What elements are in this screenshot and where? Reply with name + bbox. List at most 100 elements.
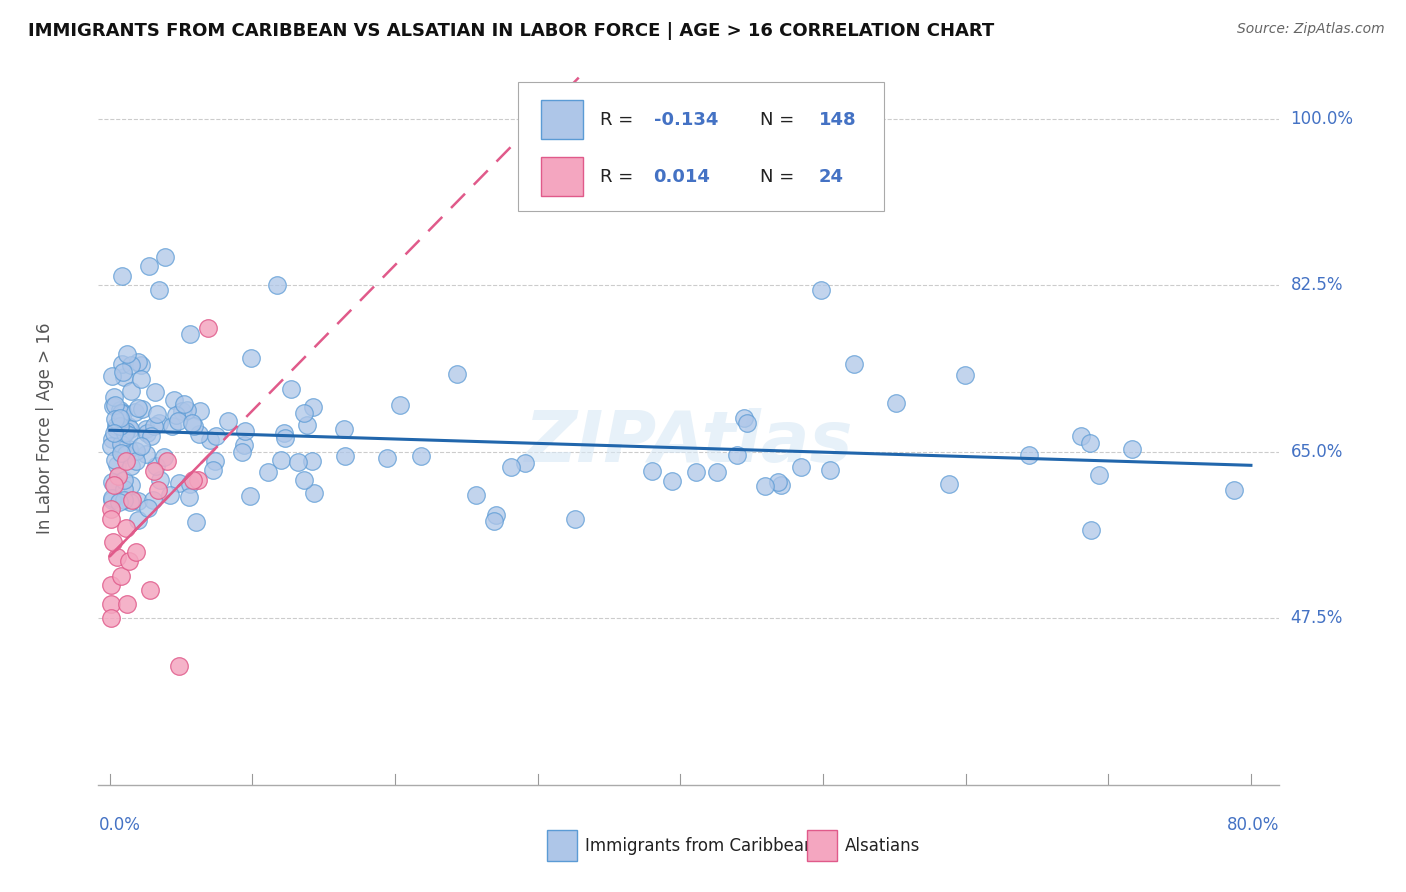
Point [181,474,204,488]
Point [100,578,122,592]
Point [155,454,177,468]
Point [105,422,128,436]
Point [153,250,176,264]
Point [101,535,124,549]
Point [104,475,127,490]
Text: R =: R = [600,111,640,128]
Point [1080,523,1102,537]
FancyBboxPatch shape [807,830,837,862]
Point [100,475,122,489]
Point [121,492,143,507]
Point [103,390,125,404]
Point [176,403,198,417]
Point [180,416,202,430]
Point [100,511,122,525]
Point [115,347,138,361]
Point [301,454,323,468]
Point [115,521,138,535]
Text: N =: N = [759,168,800,186]
Point [375,450,398,465]
Point [125,545,148,559]
Point [482,514,505,528]
Point [304,486,326,500]
Point [146,483,169,497]
Point [754,479,776,493]
Text: 47.5%: 47.5% [1291,609,1343,627]
Point [706,465,728,479]
Point [112,482,135,496]
Point [112,492,135,507]
Point [292,406,315,420]
Point [101,368,124,383]
Point [145,458,167,473]
Point [292,473,315,487]
FancyBboxPatch shape [541,157,582,196]
Point [115,597,138,611]
Point [197,321,219,335]
Text: N =: N = [759,111,800,128]
Point [103,478,125,492]
Point [114,426,136,441]
Point [167,413,190,427]
Point [112,406,135,420]
Point [485,508,508,522]
Point [187,426,209,441]
Point [160,419,183,434]
Point [183,418,205,433]
Point [101,432,124,446]
Point [204,453,226,467]
Point [105,549,128,564]
Point [112,473,135,487]
Point [104,398,127,412]
Point [118,554,141,568]
Point [127,355,149,369]
Point [118,422,141,436]
Text: IMMIGRANTS FROM CARIBBEAN VS ALSATIAN IN LABOR FORCE | AGE > 16 CORRELATION CHAR: IMMIGRANTS FROM CARIBBEAN VS ALSATIAN IN… [28,22,994,40]
Point [129,372,152,386]
Point [129,439,152,453]
Point [735,416,758,430]
Text: 65.0%: 65.0% [1291,443,1343,461]
Point [273,426,295,441]
Text: 100.0%: 100.0% [1291,110,1354,128]
Point [167,659,190,673]
Point [104,418,127,433]
Point [110,268,132,283]
Point [110,568,132,582]
FancyBboxPatch shape [547,830,576,862]
Point [240,351,263,365]
Point [100,611,122,625]
Point [146,407,169,421]
Point [127,513,149,527]
Point [187,474,209,488]
Text: ZIPAtlas: ZIPAtlas [524,408,853,477]
Text: 148: 148 [818,111,856,128]
Point [789,459,811,474]
Point [142,492,165,507]
Point [333,449,356,463]
Point [117,418,139,433]
Point [100,597,122,611]
Point [120,358,142,372]
Point [112,365,135,379]
Text: In Labor Force | Age > 16: In Labor Force | Age > 16 [37,322,55,534]
Point [499,459,522,474]
Point [124,405,146,419]
Point [170,404,193,418]
Point [302,400,325,414]
Text: Source: ZipAtlas.com: Source: ZipAtlas.com [1237,22,1385,37]
Text: 0.0%: 0.0% [98,815,141,833]
Point [100,439,122,453]
Point [131,359,153,373]
FancyBboxPatch shape [541,100,582,139]
Point [1080,436,1102,450]
Point [120,495,142,509]
Point [148,283,170,297]
Point [409,449,432,463]
Point [270,453,292,467]
Point [107,468,129,483]
Point [120,458,142,473]
Point [138,260,160,274]
Text: -0.134: -0.134 [654,111,718,128]
Point [148,417,170,431]
